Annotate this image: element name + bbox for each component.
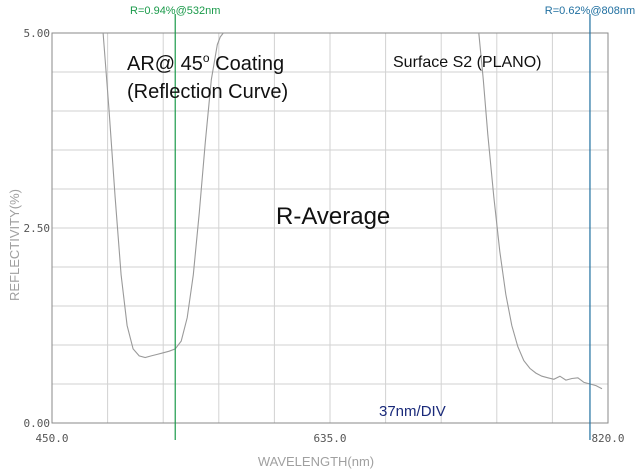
series-line bbox=[102, 32, 224, 359]
chart-title-prefix: AR@ 45 bbox=[127, 53, 203, 75]
marker-group: R=0.94%@532nm R=0.62%@808nm bbox=[130, 5, 635, 440]
y-tick-label: 2.50 bbox=[24, 222, 51, 235]
y-tick-label: 5.00 bbox=[24, 27, 51, 40]
marker-label: R=0.94%@532nm bbox=[130, 5, 220, 17]
x-tick-label: 450.0 bbox=[35, 432, 68, 445]
plot-frame bbox=[51, 32, 609, 424]
marker-label: R=0.62%@808nm bbox=[545, 5, 635, 17]
chart-title-suffix: Coating bbox=[210, 53, 285, 75]
series-line bbox=[478, 32, 603, 390]
tick-label-group: 450.0 635.0 820.0 0.00 2.50 5.00 bbox=[24, 27, 625, 445]
plot-border bbox=[51, 32, 609, 424]
y-tick-label: 0.00 bbox=[24, 417, 51, 430]
chart-title: AR@ 45o Coating bbox=[127, 51, 284, 75]
chart-subtitle: (Reflection Curve) bbox=[127, 81, 288, 103]
division-label: 37nm/DIV bbox=[379, 403, 446, 420]
x-tick-label: 635.0 bbox=[313, 432, 346, 445]
chart-title-superscript: o bbox=[203, 51, 210, 65]
series-label: R-Average bbox=[276, 203, 390, 230]
grid bbox=[52, 33, 608, 423]
series-group bbox=[102, 32, 603, 390]
x-axis-label: WAVELENGTH(nm) bbox=[258, 454, 374, 469]
y-axis-label: REFLECTIVITY(%) bbox=[7, 189, 22, 301]
x-tick-label: 820.0 bbox=[591, 432, 624, 445]
surface-label: Surface S2 (PLANO) bbox=[393, 54, 542, 71]
